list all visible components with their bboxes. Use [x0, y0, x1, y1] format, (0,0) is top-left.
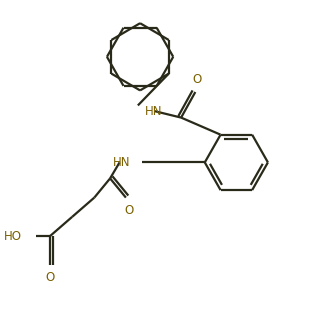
Text: HO: HO: [4, 229, 22, 242]
Text: HN: HN: [113, 156, 131, 169]
Text: HN: HN: [145, 105, 162, 118]
Text: O: O: [124, 204, 134, 217]
Text: O: O: [192, 73, 202, 86]
Text: O: O: [45, 271, 55, 284]
